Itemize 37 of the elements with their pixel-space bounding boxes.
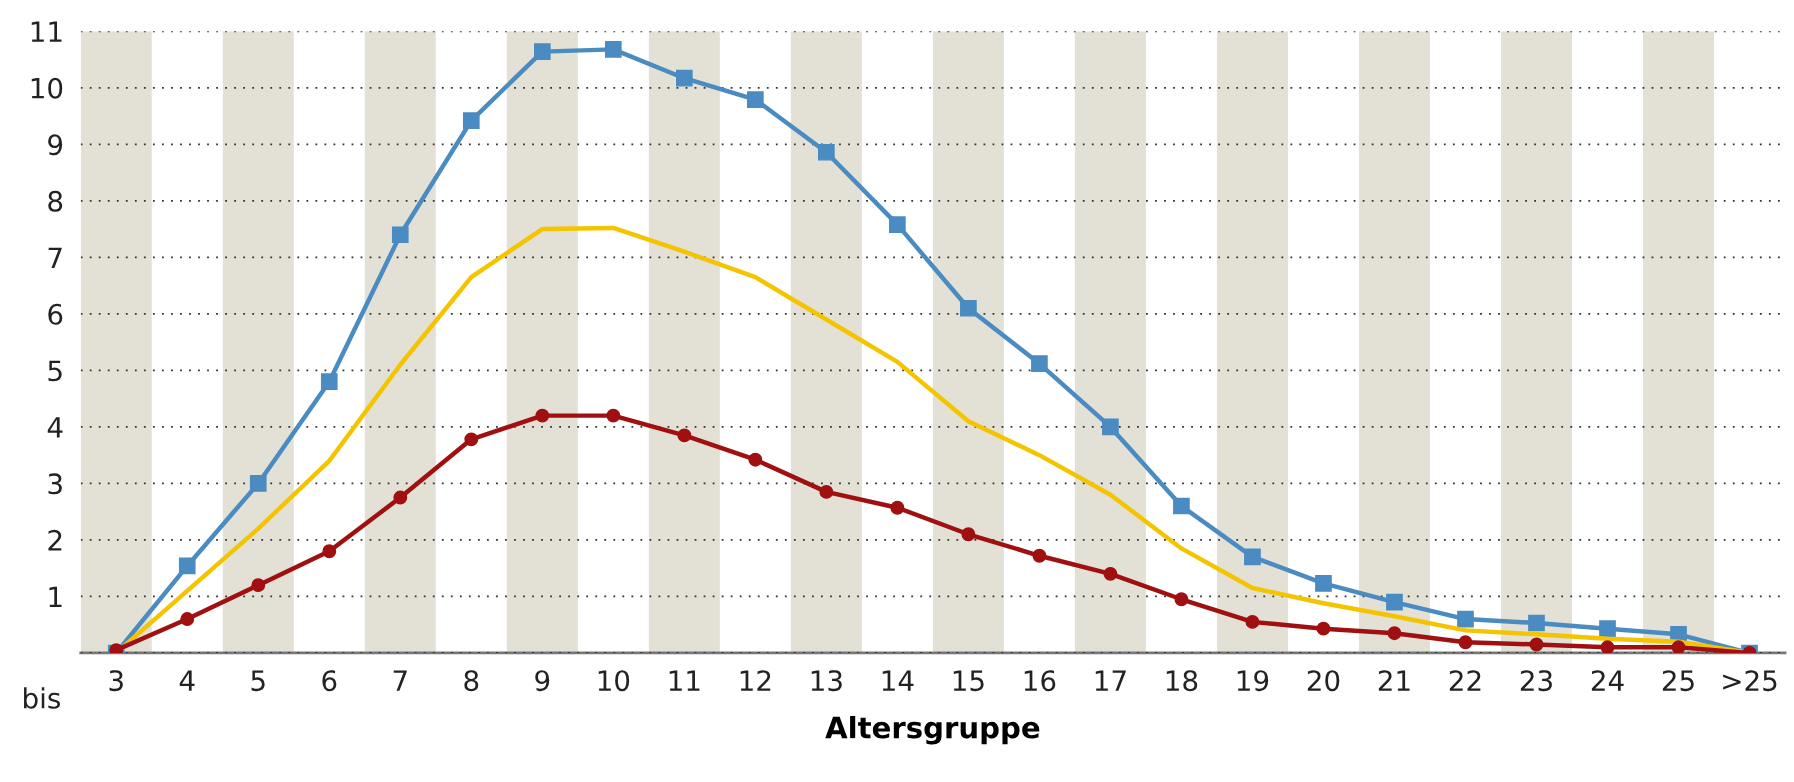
x-tick-label: 18 [1166, 670, 1198, 692]
x-tick-label: 10 [598, 670, 630, 692]
y-tick-label: 4 [47, 417, 63, 438]
x-tick-label: 16 [1024, 670, 1056, 692]
y-tick-label: 11 [31, 21, 62, 42]
y-tick-label: 9 [48, 134, 63, 156]
x-tick-label: 13 [811, 670, 842, 692]
x-tick-label: 9 [535, 670, 550, 692]
x-tick-label: 19 [1237, 670, 1269, 692]
x-tick-label: 14 [882, 670, 914, 691]
x-tick-label: 5 [251, 670, 265, 692]
x-tick-label: 3 [109, 670, 123, 692]
x-tick-label: >25 [1723, 670, 1777, 692]
x-tick-label: 15 [953, 670, 984, 692]
y-tick-label: 3 [48, 473, 62, 495]
x-axis-title: Altersgruppe [825, 715, 1040, 745]
x-tick-label: 11 [669, 670, 700, 691]
x-tick-label: 17 [1095, 670, 1126, 691]
x-tick-label: 12 [740, 670, 771, 691]
x-tick-label: 23 [1520, 670, 1552, 692]
x-tick-label: 25 [1662, 670, 1694, 692]
y-tick-label: 8 [48, 190, 63, 212]
y-tick-label: 10 [31, 77, 63, 99]
x-tick-label: 4 [179, 670, 195, 691]
text: bis [24, 687, 60, 709]
y-tick-label: 7 [48, 247, 62, 268]
x-tick-label: 7 [393, 670, 407, 691]
x-tick-label: 21 [1378, 670, 1410, 691]
y-tick-label: 5 [48, 360, 62, 382]
x-tick-label: 24 [1591, 670, 1624, 691]
y-tick-label: 6 [48, 303, 63, 325]
y-tick-label: 1 [49, 586, 62, 608]
y-tick-label: 2 [48, 529, 62, 551]
x-tick-label: 20 [1307, 670, 1340, 692]
x-tick-label: 6 [322, 670, 337, 692]
x-tick-label: 22 [1449, 670, 1481, 691]
x-tick-label: 8 [464, 670, 479, 692]
